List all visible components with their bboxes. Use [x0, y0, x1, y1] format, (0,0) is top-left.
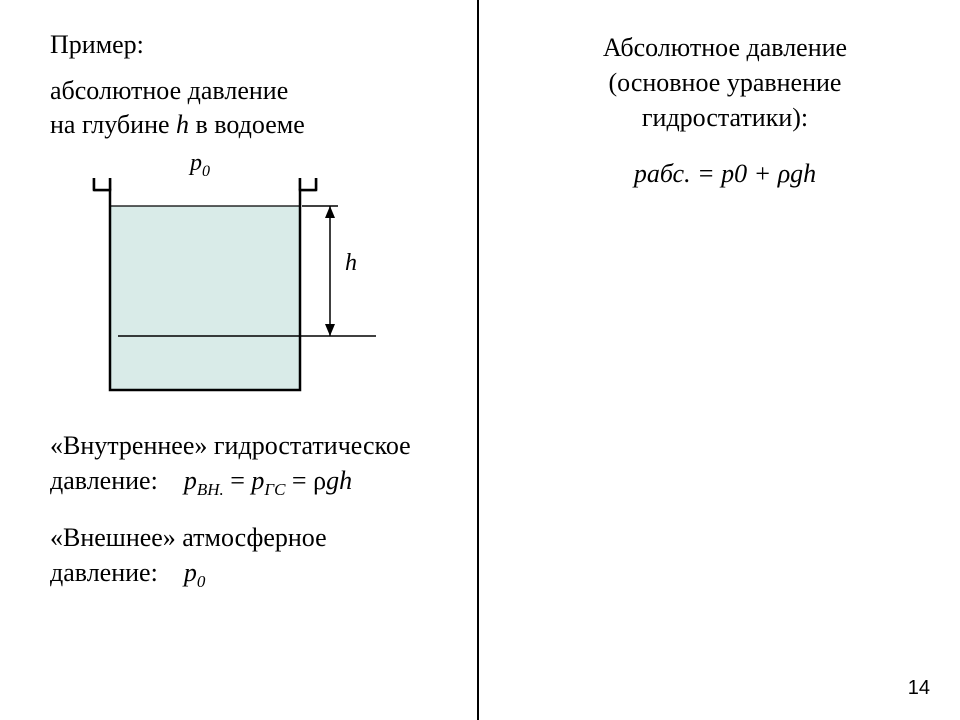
inner-pressure-section: «Внутреннее» гидростатическое давление: … — [50, 428, 455, 502]
mask-right — [300, 176, 316, 190]
rf-gh: gh — [790, 159, 816, 188]
rf-p0: p — [721, 159, 734, 188]
water-fill — [111, 206, 299, 389]
if-p1: p — [184, 466, 197, 495]
h-label: h — [345, 250, 357, 277]
if-sub-gc: ГС — [264, 480, 285, 499]
if-sub-vn: ВН. — [197, 480, 224, 499]
rf-rho: ρ — [778, 159, 790, 188]
example-title: Пример: — [50, 30, 455, 60]
rf-p: p — [634, 159, 647, 188]
rf-eq: = — [691, 159, 722, 188]
outer-label-l1: «Внешнее» атмосферное — [50, 523, 327, 552]
rt-l3: гидростатики): — [642, 103, 808, 132]
inner-formula: pВН. = pГС = ρgh — [184, 466, 352, 495]
column-divider — [477, 0, 479, 720]
p0-sub: 0 — [202, 162, 210, 179]
p0-p: p — [190, 150, 202, 176]
vessel-diagram: p0 — [50, 150, 390, 410]
if-p2: p — [251, 466, 264, 495]
h-arrow-bottom — [325, 324, 335, 336]
subtitle-line1: абсолютное давление — [50, 76, 288, 105]
inner-label-l2: давление: — [50, 466, 158, 495]
right-column: Абсолютное давление (основное уравнение … — [480, 0, 960, 720]
of-p: p — [184, 558, 197, 587]
outer-label-l2: давление: — [50, 558, 158, 587]
rf-plus: + — [747, 159, 778, 188]
right-title: Абсолютное давление (основное уравнение … — [520, 30, 930, 135]
example-subtitle: абсолютное давление на глубине h в водое… — [50, 74, 455, 142]
rf-abs: абс. — [647, 159, 691, 188]
page-number: 14 — [908, 677, 930, 700]
right-formula: pабс. = p0 + ρgh — [520, 159, 930, 189]
if-rho: ρ — [313, 466, 326, 495]
if-gh: gh — [326, 466, 352, 495]
subtitle-h: h — [176, 110, 189, 139]
p0-label: p0 — [190, 150, 210, 181]
inner-label-l1: «Внутреннее» гидростатическое — [50, 431, 411, 460]
rt-l2: (основное уравнение — [609, 68, 842, 97]
h-arrow-top — [325, 206, 335, 218]
rt-l1: Абсолютное давление — [603, 33, 847, 62]
subtitle-line2a: на глубине — [50, 110, 176, 139]
mask-left — [94, 176, 110, 190]
if-eq2: = — [285, 466, 313, 495]
rf-sub0: 0 — [734, 159, 747, 188]
outer-pressure-section: «Внешнее» атмосферное давление: p0 — [50, 520, 455, 594]
of-sub: 0 — [197, 572, 206, 591]
vessel-svg — [50, 150, 390, 410]
subtitle-line2b: в водоеме — [189, 110, 305, 139]
outer-formula: p0 — [184, 558, 206, 587]
left-column: Пример: абсолютное давление на глубине h… — [0, 0, 475, 720]
if-eq1: = — [224, 466, 252, 495]
